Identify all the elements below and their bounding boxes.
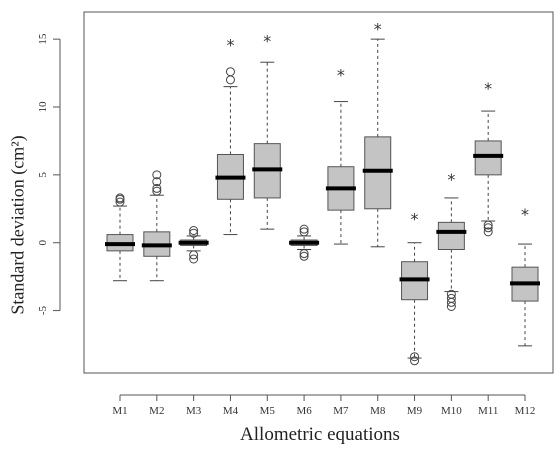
outlier-point xyxy=(189,250,199,260)
outlier-point xyxy=(115,193,125,203)
extreme-marker: * xyxy=(411,209,419,228)
box-m5: * xyxy=(252,32,283,230)
outlier-point xyxy=(152,186,162,196)
y-tick-label: 5 xyxy=(37,172,49,178)
x-tick-label: M6 xyxy=(296,405,312,417)
plot-frame xyxy=(83,11,554,374)
outlier-point xyxy=(483,220,493,230)
box-m9: * xyxy=(399,209,430,366)
extreme-marker: * xyxy=(447,170,455,189)
box-m7: * xyxy=(325,65,356,245)
outlier-point xyxy=(152,170,162,180)
y-axis-label: Standard deviation (cm²) xyxy=(7,135,28,315)
extreme-marker: * xyxy=(263,32,271,51)
outlier-point xyxy=(189,228,199,238)
x-tick-label: M2 xyxy=(149,405,164,417)
outlier-point xyxy=(152,177,162,187)
box-m4: * xyxy=(215,36,246,236)
extreme-marker: * xyxy=(484,79,492,98)
outlier-point xyxy=(299,251,309,261)
box-m2 xyxy=(141,170,172,282)
box-m10: * xyxy=(436,170,467,311)
y-tick-label: -5 xyxy=(37,305,49,315)
outlier-point xyxy=(189,226,199,235)
box-m12: * xyxy=(510,205,540,347)
x-tick-label: M8 xyxy=(370,405,386,417)
outlier-point xyxy=(225,75,235,85)
outlier-point xyxy=(410,356,420,366)
outlier-point xyxy=(225,67,235,77)
x-tick-label: M3 xyxy=(186,405,202,417)
box-m3 xyxy=(178,226,209,264)
x-tick-label: M7 xyxy=(333,405,349,417)
x-axis-label: Allometric equations xyxy=(240,424,400,445)
y-tick-label: 15 xyxy=(37,33,49,45)
extreme-marker: * xyxy=(337,65,345,84)
outlier-point xyxy=(483,223,493,233)
box-body xyxy=(364,136,392,210)
y-axis: -5 0 5 10 15 xyxy=(37,33,61,315)
extreme-marker: * xyxy=(374,19,382,38)
x-axis: M1 M2 M3 M4 M5 M6 M7 M8 M9 M10 M11 M12 xyxy=(112,394,536,417)
outlier-point xyxy=(299,224,309,234)
outlier-point xyxy=(446,297,456,307)
box-body xyxy=(474,140,502,176)
box-m11: * xyxy=(473,79,504,237)
x-tick-label: M12 xyxy=(515,405,536,417)
x-tick-label: M9 xyxy=(407,405,423,417)
outlier-point xyxy=(115,197,125,207)
x-tick-label: M1 xyxy=(112,405,127,417)
outlier-point xyxy=(446,302,456,311)
outlier-point xyxy=(189,254,199,264)
box-body xyxy=(437,221,465,251)
extreme-marker: * xyxy=(226,36,234,55)
boxes: * * * * * * * * xyxy=(105,19,540,366)
outlier-point xyxy=(299,227,309,237)
x-tick-label: M4 xyxy=(223,405,239,417)
outlier-point xyxy=(483,227,493,237)
y-tick-label: 10 xyxy=(37,101,49,113)
box-m6 xyxy=(289,224,320,261)
box-m1 xyxy=(105,193,135,282)
x-tick-label: M10 xyxy=(441,405,462,417)
outlier-point xyxy=(410,352,420,362)
y-axis-label-wrap: Standard deviation (cm²) xyxy=(0,75,36,375)
y-tick-label: 0 xyxy=(37,239,49,245)
outlier-point xyxy=(299,249,309,259)
x-tick-label: M11 xyxy=(478,405,498,417)
box-m8: * xyxy=(362,19,393,248)
x-tick-label: M5 xyxy=(260,405,276,417)
extreme-marker: * xyxy=(521,205,529,224)
outlier-point xyxy=(152,183,162,193)
